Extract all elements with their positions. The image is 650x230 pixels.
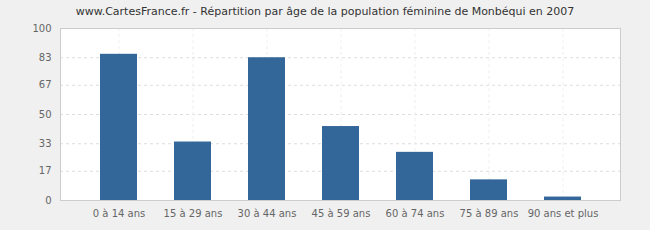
svg-text:30 à 44 ans: 30 à 44 ans	[238, 208, 297, 219]
svg-text:60 à 74 ans: 60 à 74 ans	[386, 208, 445, 219]
svg-text:15 à 29 ans: 15 à 29 ans	[164, 208, 223, 219]
svg-text:0 à 14 ans: 0 à 14 ans	[93, 208, 145, 219]
svg-text:67: 67	[39, 79, 52, 90]
svg-text:17: 17	[39, 165, 52, 176]
svg-text:45 à 59 ans: 45 à 59 ans	[312, 208, 371, 219]
svg-text:50: 50	[39, 109, 52, 120]
svg-text:75 à 89 ans: 75 à 89 ans	[460, 208, 519, 219]
svg-text:33: 33	[39, 138, 52, 149]
html-text:www.CartesFrance.fr - Répartit: www.CartesFrance.fr - Répartition par âg…	[75, 5, 575, 18]
svg-text:83: 83	[39, 52, 52, 63]
svg-text:100: 100	[32, 23, 51, 34]
svg-text:90 ans et plus: 90 ans et plus	[528, 208, 599, 219]
svg-text:0: 0	[45, 195, 51, 206]
